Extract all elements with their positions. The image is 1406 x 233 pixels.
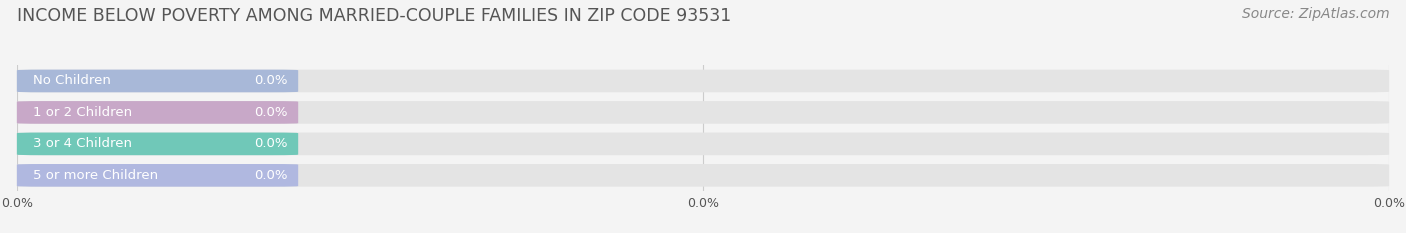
FancyBboxPatch shape xyxy=(17,133,1389,155)
Text: Source: ZipAtlas.com: Source: ZipAtlas.com xyxy=(1241,7,1389,21)
FancyBboxPatch shape xyxy=(17,164,1389,187)
FancyBboxPatch shape xyxy=(17,70,1389,92)
Text: 0.0%: 0.0% xyxy=(253,137,287,150)
FancyBboxPatch shape xyxy=(17,70,298,92)
Text: 0.0%: 0.0% xyxy=(253,75,287,87)
Text: 5 or more Children: 5 or more Children xyxy=(34,169,159,182)
FancyBboxPatch shape xyxy=(17,164,298,187)
Text: 0.0%: 0.0% xyxy=(253,106,287,119)
Text: 1 or 2 Children: 1 or 2 Children xyxy=(34,106,132,119)
Text: INCOME BELOW POVERTY AMONG MARRIED-COUPLE FAMILIES IN ZIP CODE 93531: INCOME BELOW POVERTY AMONG MARRIED-COUPL… xyxy=(17,7,731,25)
Text: 3 or 4 Children: 3 or 4 Children xyxy=(34,137,132,150)
FancyBboxPatch shape xyxy=(17,101,298,124)
FancyBboxPatch shape xyxy=(17,133,298,155)
Text: 0.0%: 0.0% xyxy=(253,169,287,182)
FancyBboxPatch shape xyxy=(17,101,1389,124)
Text: No Children: No Children xyxy=(34,75,111,87)
